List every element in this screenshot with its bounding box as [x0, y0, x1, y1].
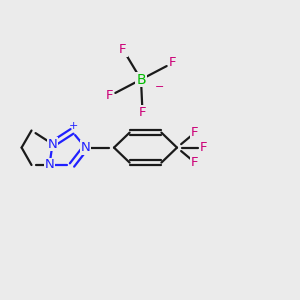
Text: F: F: [169, 56, 176, 70]
Text: F: F: [191, 126, 199, 139]
Text: F: F: [191, 156, 199, 169]
Text: N: N: [81, 141, 90, 154]
Text: F: F: [119, 43, 127, 56]
Text: N: N: [45, 158, 54, 172]
Text: −: −: [155, 82, 164, 92]
Text: B: B: [136, 73, 146, 86]
Text: F: F: [139, 106, 146, 119]
Text: F: F: [200, 141, 207, 154]
Text: +: +: [69, 121, 78, 131]
Text: N: N: [48, 137, 57, 151]
Text: F: F: [106, 89, 113, 103]
